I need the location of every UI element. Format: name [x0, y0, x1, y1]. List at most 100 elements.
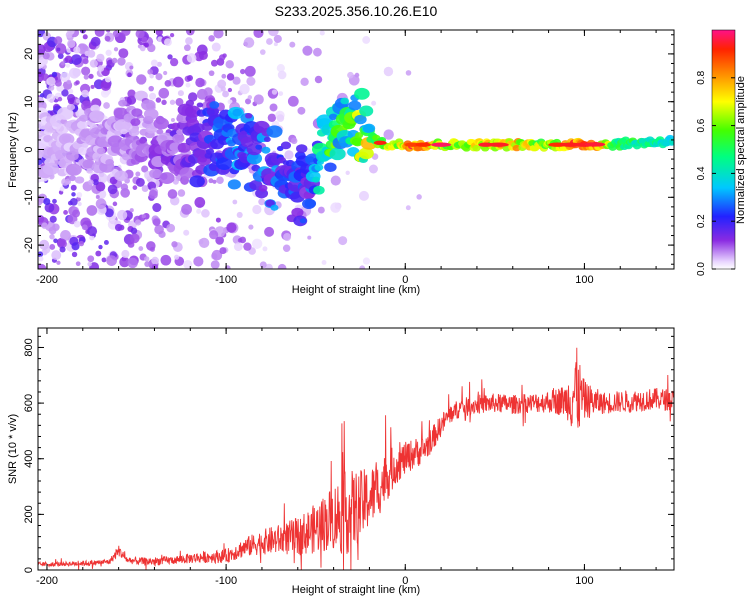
noise-blob	[290, 137, 298, 145]
ridge-blob	[42, 162, 60, 176]
noise-blob	[71, 192, 76, 197]
ridge-blob	[312, 176, 320, 183]
noise-blob	[330, 175, 341, 186]
noise-blob	[156, 61, 162, 67]
noise-blob	[57, 238, 67, 249]
snr-panel: -200 -100 0 100 0 200 400 600 800 Height of str…	[7, 327, 675, 596]
noise-blob	[127, 72, 132, 78]
noise-blob	[161, 99, 167, 106]
ridge-blob	[472, 145, 481, 152]
noise-blob	[164, 80, 172, 87]
noise-blob	[259, 49, 266, 55]
ridge-blob	[196, 102, 204, 108]
noise-blob	[321, 259, 327, 265]
noise-blob	[103, 240, 109, 245]
y-tick-label: 200	[23, 505, 35, 523]
ridge-blob	[56, 107, 74, 120]
noise-blob	[121, 30, 131, 36]
noise-blob	[277, 263, 287, 269]
ridge-blob	[114, 119, 131, 132]
noise-blob	[82, 44, 88, 50]
noise-blob	[212, 179, 217, 184]
ridge-blob	[215, 157, 233, 171]
noise-blob	[56, 260, 61, 265]
colorbar-tick-label: 0.2	[696, 214, 707, 228]
noise-blob	[117, 57, 126, 66]
y-tick-label: 600	[23, 394, 35, 412]
noise-blob	[135, 30, 145, 39]
noise-blob	[213, 30, 224, 39]
noise-blob	[215, 236, 224, 245]
noise-blob	[227, 99, 233, 105]
noise-blob	[127, 257, 138, 269]
noise-blob	[152, 218, 161, 227]
noise-blob	[61, 89, 69, 97]
noise-blob	[232, 76, 241, 85]
noise-blob	[160, 254, 172, 266]
noise-blob	[38, 59, 44, 69]
x-tick-label: 0	[402, 274, 408, 286]
noise-blob	[203, 87, 213, 97]
noise-blob	[100, 80, 111, 91]
ridge-blob	[96, 147, 106, 155]
snr-x-label: Height of straight line (km)	[292, 584, 420, 596]
noise-blob	[87, 226, 98, 237]
noise-blob	[60, 61, 65, 66]
noise-blob	[150, 59, 158, 67]
snr-line	[38, 347, 674, 570]
noise-blob	[38, 256, 44, 262]
noise-blob	[282, 244, 291, 252]
noise-blob	[68, 88, 74, 94]
noise-blob	[278, 91, 284, 97]
ridge-blob	[266, 125, 283, 138]
noise-blob	[211, 42, 221, 52]
ridge-blob	[261, 146, 271, 154]
noise-blob	[151, 263, 159, 269]
ridge-blob	[68, 175, 77, 182]
noise-blob	[185, 37, 193, 45]
noise-blob	[177, 189, 186, 197]
noise-blob	[171, 241, 178, 248]
ridge-hotspot	[415, 142, 431, 147]
noise-blob	[147, 43, 156, 53]
noise-blob	[317, 206, 325, 214]
noise-blob	[107, 184, 118, 195]
noise-blob	[208, 35, 215, 42]
colorbar-gradient	[711, 29, 736, 270]
noise-blob	[175, 98, 184, 107]
noise-blob	[57, 96, 63, 102]
noise-blob	[120, 183, 129, 191]
noise-blob	[88, 179, 94, 186]
ridge-blob	[79, 114, 89, 122]
noise-blob	[136, 74, 147, 85]
noise-blob	[405, 70, 412, 76]
noise-blob	[194, 51, 204, 62]
noise-blob	[64, 178, 71, 185]
noise-blob	[226, 222, 237, 233]
noise-blob	[219, 247, 227, 255]
noise-blob	[209, 230, 219, 240]
ridge-blob	[56, 124, 69, 135]
noise-blob	[118, 48, 129, 59]
ridge-blob	[118, 99, 127, 107]
noise-blob	[129, 65, 134, 70]
ridge-blob	[354, 132, 364, 139]
ridge-blob	[189, 175, 205, 188]
y-tick-label: 0	[23, 567, 35, 573]
noise-blob	[104, 35, 111, 42]
noise-blob	[330, 202, 341, 213]
ridge-blob	[76, 120, 88, 130]
noise-blob	[132, 185, 138, 190]
noise-blob	[49, 234, 55, 240]
ridge-blob	[131, 108, 143, 117]
ridge-blob	[114, 170, 128, 182]
x-tick-label: 100	[575, 575, 593, 587]
noise-blob	[164, 38, 172, 47]
noise-blob	[265, 263, 273, 269]
noise-blob	[60, 71, 71, 83]
noise-blob	[167, 54, 173, 60]
ridge-blob	[316, 114, 333, 128]
noise-blob	[183, 229, 190, 236]
noise-blob	[271, 89, 278, 95]
noise-blob	[46, 76, 56, 86]
